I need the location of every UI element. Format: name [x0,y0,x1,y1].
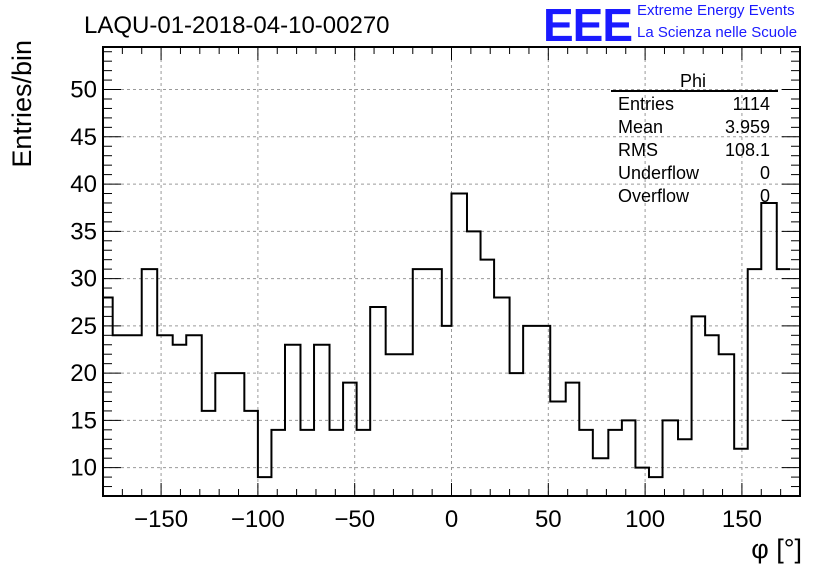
stats-title: Phi [680,71,706,91]
x-tick-label: 150 [722,506,762,533]
stats-value: 0 [760,186,770,206]
y-tick-label: 45 [70,124,97,151]
x-axis-label: φ [°] [751,534,802,564]
stats-label: Underflow [618,163,700,183]
y-tick-label: 25 [70,313,97,340]
axis-ticks [102,47,801,496]
stats-value: 0 [760,163,770,183]
x-tick-label: 0 [445,506,458,533]
eee-logo: EEE [543,0,633,51]
stats-label: Entries [618,94,674,114]
logo-line-2: La Scienza nelle Scuole [637,24,798,41]
stats-rows: Entries 1114 Mean 3.959 RMS 108.1 Underflow 0 Ov… [618,94,770,206]
y-tick-label: 30 [70,266,97,293]
x-tick-label: −150 [134,506,188,533]
y-axis-label: Entries/bin [7,40,37,168]
x-tick-label: −50 [334,506,375,533]
y-tick-label: 10 [70,455,97,482]
y-tick-label: 20 [70,360,97,387]
chart-title: LAQU-01-2018-04-10-00270 [84,12,390,39]
logo-line-1: Extreme Energy Events [637,2,795,19]
stats-label: Mean [618,117,663,137]
stats-value: 108.1 [725,140,770,160]
stats-box: Phi Entries 1114 Mean 3.959 RMS 108.1 Underflo… [611,71,778,206]
y-tick-label: 35 [70,218,97,245]
stats-label: Overflow [618,186,690,206]
stats-value: 3.959 [725,117,770,137]
histogram-line [103,192,791,479]
y-tick-label: 15 [70,407,97,434]
y-tick-label: 40 [70,171,97,198]
tick-labels: −150 −100 −50 0 50 100 150 10 15 20 25 30 35 40 45 50 [70,77,762,533]
x-tick-label: 100 [625,506,665,533]
stats-label: RMS [618,140,658,160]
y-tick-label: 50 [70,77,97,104]
x-tick-label: 50 [535,506,562,533]
x-tick-label: −100 [231,506,285,533]
stats-value: 1114 [733,94,770,114]
